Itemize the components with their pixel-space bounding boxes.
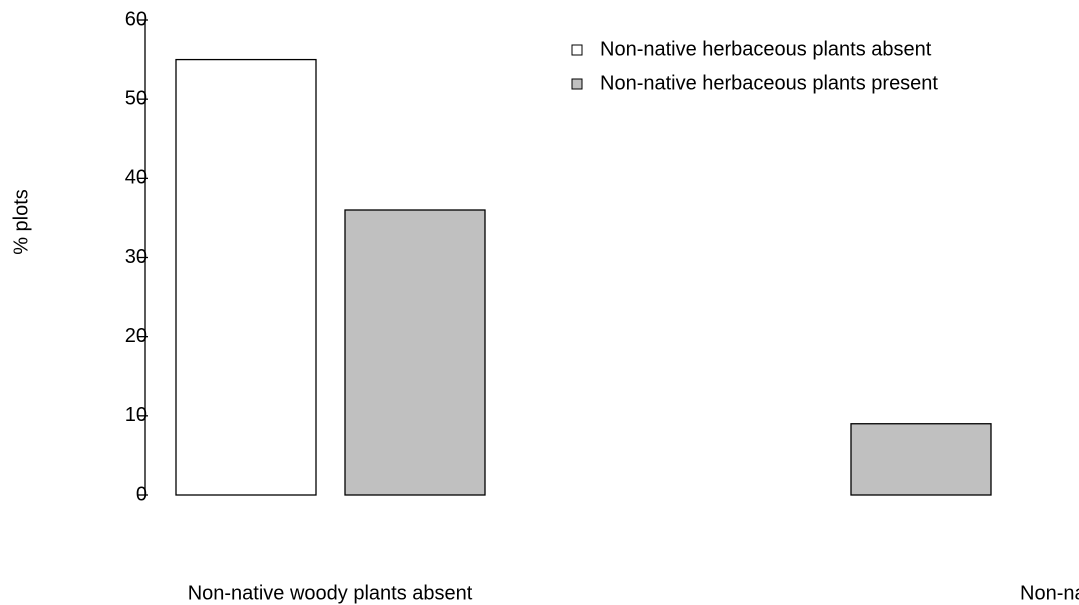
legend-swatch <box>571 78 583 90</box>
legend-label: Non-native herbaceous plants absent <box>600 38 932 60</box>
y-tick-label: 30 <box>125 246 147 268</box>
legend-label: Non-native herbaceous plants present <box>600 72 938 94</box>
bar <box>344 209 486 496</box>
y-tick-label: 10 <box>125 404 147 426</box>
x-tick-label: Non-native woody plants absent <box>188 582 473 604</box>
y-tick-label: 60 <box>125 8 147 30</box>
y-tick-label: 50 <box>125 87 147 109</box>
legend-swatch <box>571 44 583 56</box>
bar <box>850 423 992 496</box>
y-tick-label: 40 <box>125 167 147 189</box>
x-tick-label: Non-nat <box>1020 582 1079 604</box>
y-tick-label: 20 <box>125 325 147 347</box>
bar <box>175 58 317 496</box>
y-tick-label: 0 <box>136 483 147 505</box>
y-axis-label: % plots <box>10 189 32 255</box>
